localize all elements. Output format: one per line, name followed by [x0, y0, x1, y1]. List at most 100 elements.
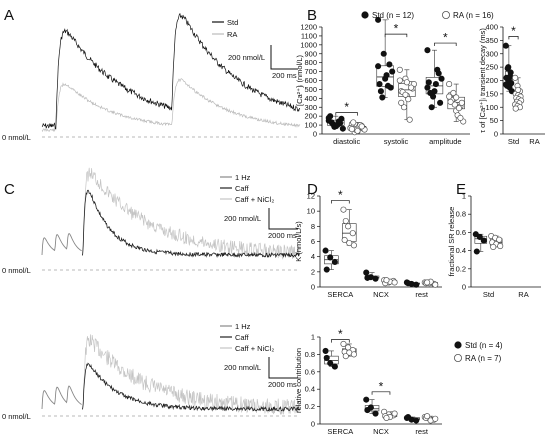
- legend-1hz-label: 1 Hz: [235, 173, 251, 182]
- data-point: [473, 248, 480, 255]
- y-tick-label: 50: [490, 116, 498, 125]
- legend-d: Std (n = 4) RA (n = 7): [453, 341, 503, 363]
- y-tick-label: 900: [304, 49, 317, 58]
- data-point: [428, 104, 435, 111]
- data-point: [455, 105, 463, 112]
- data-point: [512, 74, 519, 81]
- x-category-label: RA: [518, 290, 528, 299]
- data-point: [427, 89, 434, 97]
- data-point: [425, 79, 432, 86]
- data-point: [451, 101, 458, 108]
- significance-bracket: [331, 200, 350, 204]
- data-point: [384, 82, 392, 89]
- data-point: [331, 258, 338, 266]
- trace-caff: [82, 189, 301, 259]
- scale-bar: [268, 208, 298, 230]
- data-point: [396, 77, 403, 84]
- y-tick-label: 0.8: [305, 350, 315, 359]
- y-tick-label: 100: [485, 103, 498, 112]
- scale-bar-y-label: 200 nmol/L: [224, 363, 261, 372]
- baseline-label: 0 nmol/L: [2, 266, 31, 275]
- trace-ra: [41, 78, 301, 133]
- data-point: [406, 116, 413, 123]
- data-point: [391, 410, 398, 417]
- panel-label-d: D: [307, 181, 318, 198]
- y-tick-label: 0.8: [456, 210, 466, 219]
- legend-nicl2-label: Caff + NiCl₂: [235, 344, 274, 353]
- x-category-label: diastolic: [333, 137, 360, 146]
- data-point: [432, 281, 439, 288]
- y-axis-label: K (nmol/L/s): [294, 221, 303, 262]
- data-point: [364, 274, 371, 281]
- data-point: [377, 88, 384, 95]
- legend-nicl2-label: Caff + NiCl₂: [235, 195, 274, 204]
- data-point: [413, 281, 420, 288]
- data-point: [402, 91, 409, 98]
- data-point: [403, 79, 410, 86]
- data-point: [323, 266, 330, 273]
- y-tick-label: 500: [304, 85, 317, 94]
- data-point: [424, 279, 431, 286]
- x-category-label: NCX: [373, 427, 389, 435]
- y-tick-label: 0: [462, 283, 466, 292]
- data-point: [325, 114, 332, 122]
- y-tick-label: 0.4: [456, 246, 466, 255]
- scale-bar: [270, 45, 298, 70]
- data-point: [502, 42, 509, 49]
- data-point: [457, 114, 464, 122]
- data-point: [380, 50, 387, 57]
- x-category-label: Std: [508, 137, 519, 146]
- y-tick-label: 0: [313, 130, 317, 139]
- significance-bracket: [371, 391, 391, 395]
- data-point: [364, 407, 371, 414]
- data-point: [383, 414, 390, 421]
- data-point: [507, 73, 514, 80]
- x-category-label: rest: [415, 427, 428, 435]
- x-category-label: RA: [529, 137, 539, 146]
- data-point: [350, 242, 357, 249]
- y-tick-label: 200: [485, 76, 498, 85]
- data-point: [322, 347, 329, 354]
- data-point: [354, 127, 361, 134]
- x-category-label: SERCA: [327, 290, 353, 299]
- x-category-label: Std: [483, 290, 494, 299]
- data-point: [502, 81, 509, 88]
- data-point: [405, 413, 412, 421]
- baseline-label: 0 nmol/L: [2, 133, 31, 142]
- data-point: [345, 223, 352, 230]
- y-axis-label: [Ca²⁺]ᵢ (nmol/L): [295, 55, 304, 106]
- trace-caff-nicl2: [82, 334, 301, 415]
- legend-1hz-label: 1 Hz: [235, 322, 251, 331]
- significance-star: *: [338, 188, 343, 202]
- significance-star: *: [443, 31, 448, 45]
- significance-bracket: [331, 339, 350, 343]
- data-point: [335, 118, 342, 125]
- data-point: [372, 410, 379, 417]
- data-point: [329, 121, 337, 128]
- data-point: [376, 81, 383, 88]
- trace-1hz: [41, 233, 82, 256]
- significance-star: *: [379, 379, 384, 393]
- panel-a-traces: 0 nmol/L Std RA 200 nmol/L 200 ms: [2, 13, 301, 142]
- data-point: [497, 243, 504, 250]
- y-axis-label: τ of [Ca²⁺]ᵢ transient decay (ms): [478, 28, 487, 133]
- legend-b: Std (n = 12) RA (n = 16): [361, 10, 494, 20]
- data-point: [438, 75, 445, 82]
- chart-d-rate-constant: 0 2 4 6 8 10 12 K (nmol/L/s) SERCA NCX rest *: [294, 188, 442, 299]
- trace-caff: [82, 362, 301, 412]
- y-tick-label: 300: [304, 103, 317, 112]
- data-point: [383, 277, 390, 284]
- data-point: [323, 354, 330, 361]
- legend-ra-label: RA (n = 16): [453, 11, 494, 20]
- y-tick-label: 12: [307, 192, 315, 201]
- panel-c-bottom-traces: 0 nmol/L 1 Hz Caff Caff + NiCl₂ 200 nmol…: [2, 322, 301, 421]
- data-point: [432, 81, 439, 88]
- significance-star: *: [394, 22, 399, 36]
- y-tick-label: 150: [485, 89, 498, 98]
- data-point: [424, 47, 431, 54]
- data-point: [372, 275, 379, 282]
- x-category-label: amplitude: [429, 137, 462, 146]
- data-point: [349, 230, 356, 237]
- data-point: [400, 104, 408, 111]
- y-tick-label: 400: [485, 23, 498, 32]
